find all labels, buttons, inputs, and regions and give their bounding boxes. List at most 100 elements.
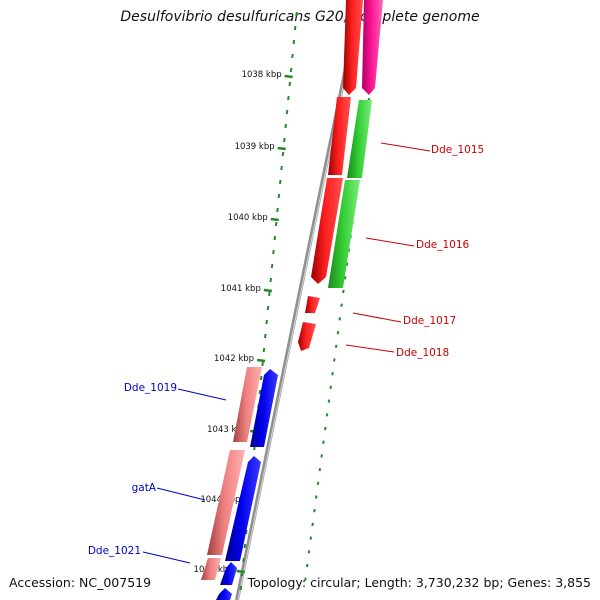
backbone-line-highlight: [237, 0, 362, 600]
minor-tick: [340, 303, 343, 307]
leader-line: [142, 551, 191, 564]
scale-labels: 1038 kbp 1039 kbp 1040 kbp 1041 kbp 1042 kbp…: [194, 70, 282, 575]
features[interactable]: [201, 0, 383, 600]
minor-tick: [262, 347, 266, 353]
minor-tick: [273, 235, 277, 241]
scale-label: 1042 kbp: [214, 354, 254, 364]
minor-tick: [305, 563, 309, 568]
minor-tick: [345, 262, 349, 266]
scale-label: 1041 kbp: [221, 284, 261, 294]
major-tick: [236, 569, 245, 574]
cds-feature-red-3[interactable]: [305, 296, 320, 313]
leader-line: [380, 142, 431, 152]
gene-label[interactable]: Dde_1017: [403, 315, 456, 327]
gene-labels[interactable]: Dde_1015 Dde_1016 Dde_1017 Dde_1018 Dde_1019…: [88, 142, 484, 564]
minor-tick: [278, 179, 282, 185]
cds-feature-red-2[interactable]: [311, 178, 343, 284]
minor-tick: [285, 109, 289, 115]
minor-tick: [322, 440, 325, 444]
minor-tick: [277, 193, 281, 199]
cds-feature-blue-3[interactable]: [220, 562, 237, 585]
minor-tick: [313, 508, 316, 513]
minor-tick: [292, 39, 296, 45]
cds-feature-green-2[interactable]: [328, 180, 360, 288]
minor-tick: [242, 557, 245, 563]
minor-tick: [304, 577, 307, 581]
backbone-line: [235, 0, 362, 600]
cds-feature-top-red[interactable]: [343, 0, 363, 95]
cds-feature-top-magenta[interactable]: [362, 0, 383, 95]
minor-tick: [331, 371, 334, 376]
cds-feature-blue-4[interactable]: [216, 588, 232, 600]
scale-label: 1043 kbp: [207, 425, 247, 435]
leader-line: [365, 237, 415, 247]
minor-tick: [283, 137, 286, 143]
minor-tick: [289, 67, 293, 73]
minor-tick: [281, 151, 285, 157]
leader-line: [156, 487, 206, 501]
minor-tick: [343, 276, 347, 280]
minor-tick: [295, 11, 298, 17]
cds-feature-salmon-3[interactable]: [201, 558, 221, 580]
gene-label[interactable]: Dde_1021: [88, 545, 141, 557]
minor-tick: [243, 543, 247, 549]
leader-line: [352, 312, 402, 323]
minor-tick: [333, 358, 336, 362]
major-tick: [277, 146, 286, 151]
minor-tick: [258, 389, 262, 395]
minor-tick: [265, 319, 268, 325]
minor-tick: [314, 495, 318, 499]
minor-tick: [276, 207, 279, 213]
cds-feature-blue-1[interactable]: [250, 369, 278, 447]
minor-tick: [325, 413, 329, 417]
gene-label[interactable]: Dde_1015: [431, 144, 484, 156]
cds-feature-blue-2[interactable]: [225, 456, 261, 561]
leader-line: [177, 388, 227, 401]
minor-tick: [316, 481, 320, 486]
minor-tick: [266, 305, 270, 311]
minor-tick: [307, 550, 311, 554]
minor-tick: [342, 289, 345, 294]
minor-tick: [320, 454, 323, 458]
topology-summary: Topology: circular; Length: 3,730,232 bp…: [247, 575, 591, 590]
major-tick: [263, 288, 273, 293]
minor-tick: [293, 25, 297, 31]
major-tick: [270, 217, 279, 222]
minor-tick: [239, 585, 243, 591]
gene-label[interactable]: Dde_1019: [124, 382, 177, 394]
cds-feature-salmon-2[interactable]: [207, 450, 245, 555]
cds-feature-salmon-1[interactable]: [233, 367, 262, 442]
minor-tick: [336, 330, 340, 335]
minor-tick: [309, 536, 313, 540]
cds-feature-red-4[interactable]: [298, 322, 316, 351]
gene-label[interactable]: Dde_1018: [396, 347, 449, 359]
minor-tick: [334, 344, 338, 349]
minor-tick: [329, 385, 333, 390]
major-tick: [284, 74, 293, 79]
cds-feature-red-1[interactable]: [328, 97, 351, 175]
minor-tick: [272, 249, 275, 255]
minor-tick: [284, 123, 287, 129]
minor-tick: [268, 291, 271, 297]
cds-feature-green-1[interactable]: [347, 100, 372, 178]
minor-tick: [311, 522, 314, 527]
minor-tick: [323, 426, 327, 431]
minor-tick: [280, 165, 283, 171]
gene-label[interactable]: gatA: [132, 482, 157, 494]
minor-tick: [270, 263, 274, 269]
minor-tick: [327, 399, 331, 403]
minor-tick: [274, 221, 278, 227]
minor-tick: [291, 53, 294, 59]
scale-label: 1040 kbp: [228, 213, 268, 223]
map-title: Desulfovibrio desulfuricans G20, complet…: [120, 9, 480, 25]
minor-tick: [264, 333, 267, 339]
scale-label: 1039 kbp: [235, 142, 275, 152]
leader-line: [345, 344, 395, 353]
minor-tick: [269, 277, 273, 283]
gene-label[interactable]: Dde_1016: [416, 239, 470, 251]
major-tick: [256, 358, 266, 363]
minor-tick: [287, 95, 290, 101]
minor-tick: [318, 467, 322, 472]
accession-text: Accession: NC_007519: [9, 575, 152, 590]
